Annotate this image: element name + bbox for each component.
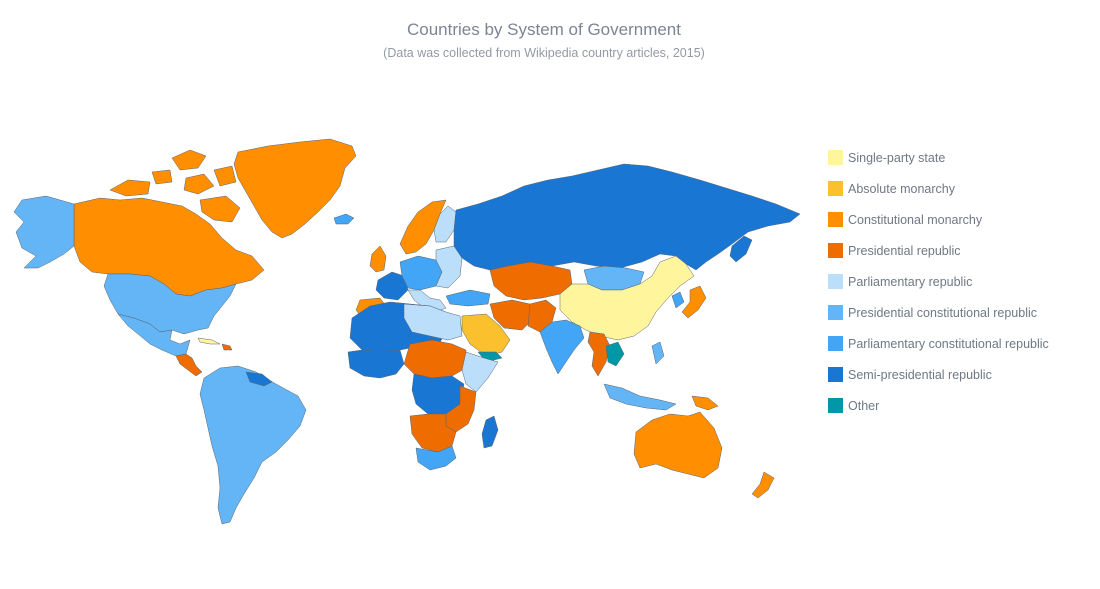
legend-label: Other bbox=[848, 398, 880, 413]
japan[interactable] bbox=[681, 285, 707, 319]
saudi-arabia[interactable] bbox=[461, 313, 511, 357]
france[interactable] bbox=[375, 271, 409, 301]
caribbean[interactable] bbox=[221, 343, 233, 351]
legend-item-presidential-constitutional-republic[interactable]: Presidential constitutional republic bbox=[828, 297, 1093, 328]
philippines[interactable] bbox=[651, 341, 665, 365]
chart-subtitle: (Data was collected from Wikipedia count… bbox=[383, 46, 705, 60]
kamchatka[interactable] bbox=[729, 235, 753, 263]
indochina[interactable] bbox=[605, 341, 625, 367]
legend-swatch-constitutional-monarchy bbox=[828, 212, 843, 227]
korea[interactable] bbox=[671, 291, 685, 309]
united-kingdom[interactable] bbox=[369, 245, 387, 273]
legend-label: Single-party state bbox=[848, 150, 946, 165]
south-america[interactable] bbox=[199, 365, 307, 525]
southern-africa[interactable] bbox=[409, 413, 457, 453]
new-zealand[interactable] bbox=[751, 471, 775, 499]
malaysia-indonesia[interactable] bbox=[603, 383, 677, 411]
canada-islands[interactable] bbox=[109, 149, 241, 223]
central-america[interactable] bbox=[175, 353, 203, 377]
venezuela[interactable] bbox=[245, 371, 273, 387]
legend-label: Constitutional monarchy bbox=[848, 212, 983, 227]
myanmar-thailand[interactable] bbox=[587, 331, 611, 377]
greenland[interactable] bbox=[233, 138, 357, 239]
legend-label: Presidential constitutional republic bbox=[848, 305, 1037, 320]
legend: Single-party state Absolute monarchy Con… bbox=[828, 142, 1093, 421]
legend-item-constitutional-monarchy[interactable]: Constitutional monarchy bbox=[828, 204, 1093, 235]
legend-swatch-presidential-republic bbox=[828, 243, 843, 258]
legend-swatch-absolute-monarchy bbox=[828, 181, 843, 196]
west-africa[interactable] bbox=[347, 349, 405, 379]
legend-swatch-single-party bbox=[828, 150, 843, 165]
alaska[interactable] bbox=[13, 195, 75, 269]
legend-item-semi-presidential-republic[interactable]: Semi-presidential republic bbox=[828, 359, 1093, 390]
papua[interactable] bbox=[691, 395, 719, 411]
cuba[interactable] bbox=[197, 337, 221, 345]
legend-label: Semi-presidential republic bbox=[848, 367, 992, 382]
madagascar[interactable] bbox=[481, 415, 499, 449]
legend-swatch-parliamentary-constitutional-republic bbox=[828, 336, 843, 351]
legend-swatch-other bbox=[828, 398, 843, 413]
legend-label: Parliamentary republic bbox=[848, 274, 973, 289]
libya-egypt[interactable] bbox=[403, 303, 463, 341]
russia[interactable] bbox=[453, 163, 801, 271]
legend-label: Parliamentary constitutional republic bbox=[848, 336, 1049, 351]
sahel[interactable] bbox=[403, 339, 467, 379]
legend-item-parliamentary-republic[interactable]: Parliamentary republic bbox=[828, 266, 1093, 297]
kazakhstan[interactable] bbox=[489, 261, 573, 301]
legend-swatch-semi-presidential-republic bbox=[828, 367, 843, 382]
legend-swatch-parliamentary-republic bbox=[828, 274, 843, 289]
india[interactable] bbox=[539, 319, 585, 375]
legend-label: Presidential republic bbox=[848, 243, 961, 258]
chart-title: Countries by System of Government bbox=[406, 20, 681, 39]
italy-balkans[interactable] bbox=[407, 289, 447, 313]
australia[interactable] bbox=[633, 411, 723, 479]
mexico[interactable] bbox=[117, 313, 191, 357]
horn-of-africa[interactable] bbox=[461, 351, 499, 393]
turkey[interactable] bbox=[445, 289, 491, 307]
legend-item-presidential-republic[interactable]: Presidential republic bbox=[828, 235, 1093, 266]
central-europe[interactable] bbox=[399, 255, 443, 291]
world-map[interactable] bbox=[0, 0, 820, 589]
legend-item-absolute-monarchy[interactable]: Absolute monarchy bbox=[828, 173, 1093, 204]
legend-item-single-party[interactable]: Single-party state bbox=[828, 142, 1093, 173]
iceland[interactable] bbox=[333, 213, 355, 225]
legend-label: Absolute monarchy bbox=[848, 181, 956, 196]
legend-swatch-presidential-constitutional-republic bbox=[828, 305, 843, 320]
south-africa[interactable] bbox=[415, 445, 457, 471]
legend-item-other[interactable]: Other bbox=[828, 390, 1093, 421]
legend-item-parliamentary-constitutional-republic[interactable]: Parliamentary constitutional republic bbox=[828, 328, 1093, 359]
